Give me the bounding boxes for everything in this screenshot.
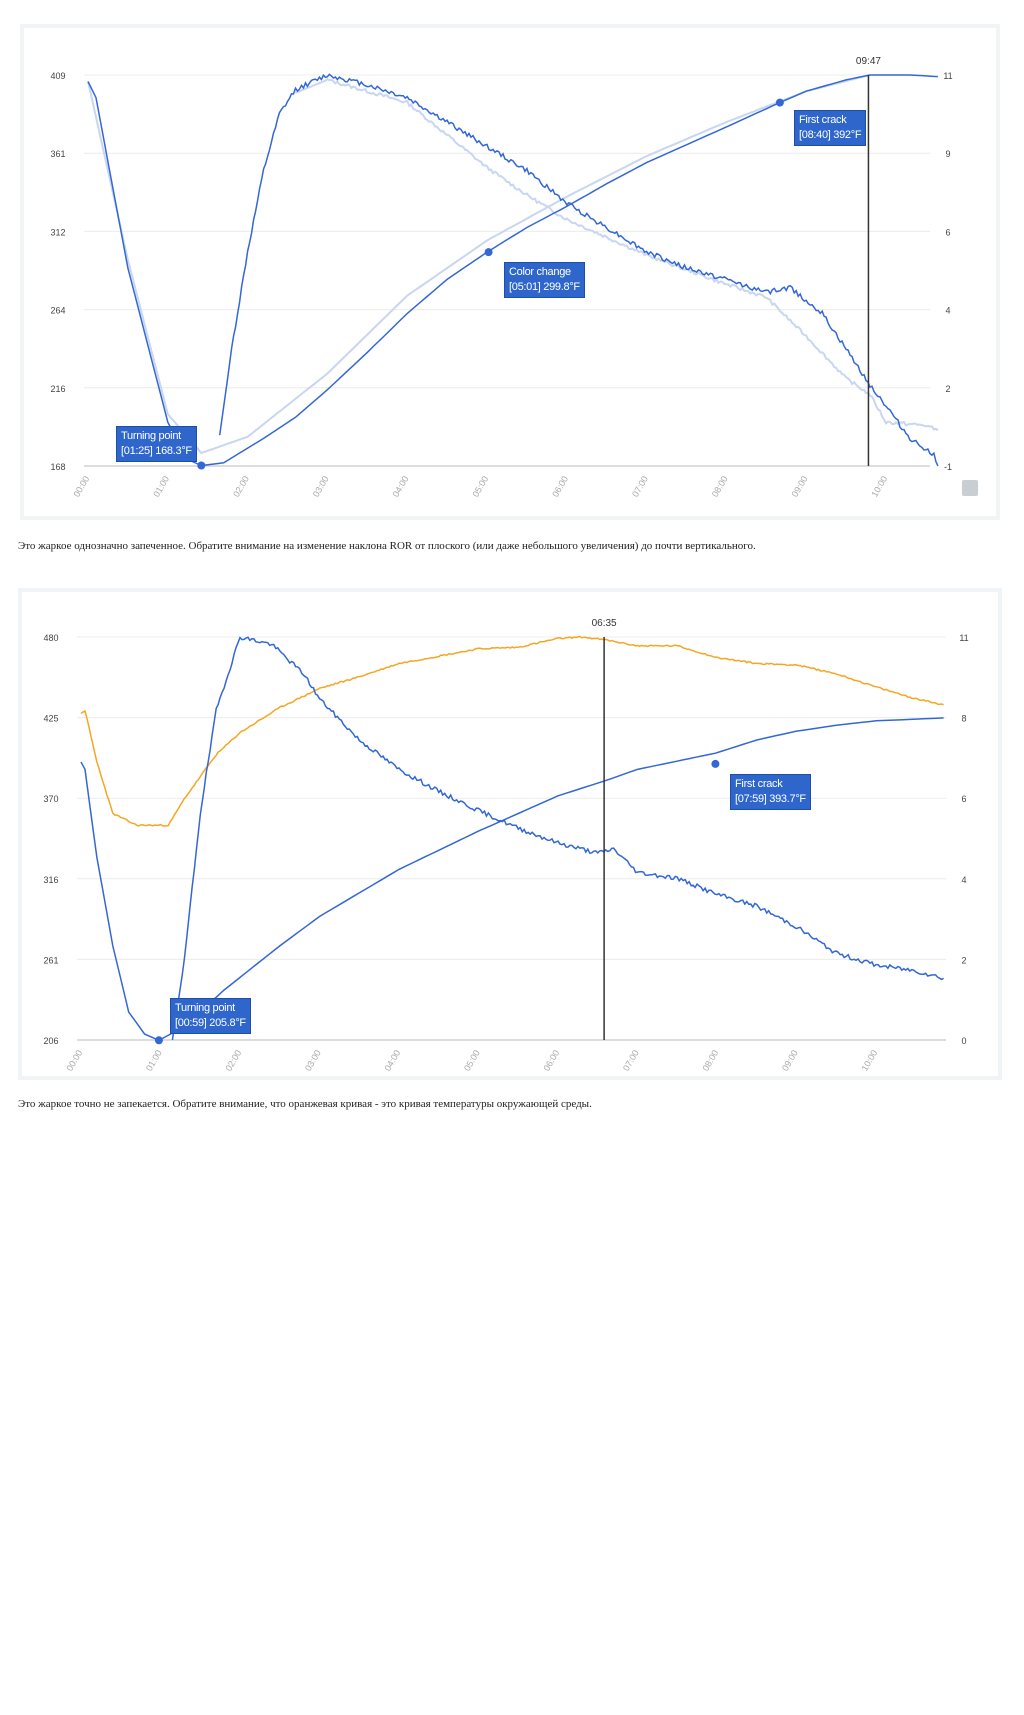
x-tick-label: 07:00 [630, 474, 650, 499]
x-tick-label: 05:00 [462, 1048, 482, 1073]
chart-svg: 480 11 425 8 370 6 316 4 261 2 206 0 00:00 01:00 02:00… [43, 618, 968, 1073]
x-tick-label: 05:00 [470, 474, 490, 499]
x-tick-label: 00:00 [64, 1048, 84, 1073]
x-tick-label: 10:00 [869, 474, 889, 499]
x-tick-label: 03:00 [311, 474, 331, 499]
chart-logo-icon [962, 480, 978, 496]
x-tick-label: 03:00 [303, 1048, 323, 1073]
event-detail: [07:59] 393.7°F [735, 793, 806, 805]
event-marker[interactable] [711, 759, 720, 768]
event-marker[interactable] [484, 248, 493, 257]
left-tick-label: 168 [50, 462, 65, 472]
left-tick-label: 480 [43, 633, 58, 643]
x-tick-label: 01:00 [144, 1048, 164, 1073]
right-tick-label: 8 [961, 714, 966, 724]
left-tick-label: 361 [50, 149, 65, 159]
left-tick-label: 425 [43, 714, 58, 724]
bean-temp-line [87, 74, 938, 467]
event-name: Turning point [175, 1002, 235, 1014]
cursor-time-label: 06:35 [592, 618, 617, 629]
event-detail: [00:59] 205.8°F [175, 1017, 246, 1029]
right-tick-label: 4 [945, 306, 950, 316]
x-tick-label: 09:00 [790, 474, 810, 499]
x-tick-label: 02:00 [231, 474, 251, 499]
event-name: First crack [735, 778, 783, 790]
left-tick-label: 409 [50, 71, 65, 81]
event-label: Turning point [00:59] 205.8°F [170, 998, 251, 1034]
event-label: Color change [05:01] 299.8°F [504, 262, 585, 298]
x-tick-label: 02:00 [223, 1048, 243, 1073]
caption-1: Это жаркое однозначно запеченное. Обрати… [18, 540, 756, 552]
right-tick-label: 2 [945, 384, 950, 394]
event-name: Color change [509, 266, 571, 278]
x-tick-label: 08:00 [710, 474, 730, 499]
x-tick-label: 10:00 [859, 1048, 879, 1073]
left-tick-label: 312 [50, 227, 65, 237]
right-tick-label: 9 [945, 149, 950, 159]
event-detail: [08:40] 392°F [799, 129, 862, 141]
bean-temp-reference-line [87, 74, 871, 455]
right-tick-label: 0 [961, 1036, 966, 1046]
x-tick-label: 07:00 [621, 1048, 641, 1073]
left-tick-label: 370 [43, 794, 58, 804]
right-tick-label: -1 [944, 462, 952, 472]
right-tick-label: 6 [961, 794, 966, 804]
event-label: First crack [08:40] 392°F [794, 110, 867, 146]
event-detail: [01:25] 168.3°F [121, 445, 192, 457]
environment-temp-line [80, 635, 944, 827]
left-tick-label: 264 [50, 306, 65, 316]
left-tick-label: 316 [43, 875, 58, 885]
right-tick-label: 11 [959, 633, 968, 643]
event-marker[interactable] [154, 1036, 163, 1045]
left-tick-label: 216 [50, 384, 65, 394]
x-tick-label: 06:00 [541, 1048, 561, 1073]
x-tick-label: 01:00 [151, 474, 171, 499]
x-tick-label: 04:00 [391, 474, 411, 499]
roast-chart-2: 480 11 425 8 370 6 316 4 261 2 206 0 00:00 01:00 02:00… [18, 588, 1002, 1080]
right-tick-label: 2 [961, 955, 966, 965]
right-tick-label: 6 [945, 227, 950, 237]
left-tick-label: 261 [43, 955, 58, 965]
ror-reference-line [295, 77, 939, 432]
event-marker[interactable] [197, 461, 206, 470]
left-tick-label: 206 [43, 1036, 58, 1046]
event-label: Turning point [01:25] 168.3°F [116, 426, 197, 462]
right-tick-label: 11 [943, 71, 952, 81]
event-label: First crack [07:59] 393.7°F [730, 774, 811, 810]
event-detail: [05:01] 299.8°F [509, 281, 580, 293]
rate-of-rise-line [218, 73, 939, 467]
rate-of-rise-line [171, 636, 944, 1041]
caption-2: Это жаркое точно не запекается. Обратите… [18, 1098, 592, 1110]
event-name: Turning point [121, 430, 181, 442]
bean-temp-line [80, 717, 944, 1042]
chart-svg: 409 11 361 9 312 6 264 4 216 2 168 -1 00:00 01:00 02:0… [50, 56, 952, 499]
event-name: First crack [799, 114, 847, 126]
event-marker[interactable] [775, 98, 784, 107]
x-tick-label: 08:00 [700, 1048, 720, 1073]
x-tick-label: 00:00 [71, 474, 91, 499]
cursor-time-label: 09:47 [856, 56, 881, 67]
x-tick-label: 09:00 [780, 1048, 800, 1073]
x-tick-label: 04:00 [382, 1048, 402, 1073]
right-tick-label: 4 [961, 875, 966, 885]
x-tick-label: 06:00 [550, 474, 570, 499]
roast-chart-1: 409 11 361 9 312 6 264 4 216 2 168 -1 00:00 01:00 02:0… [20, 24, 1000, 520]
